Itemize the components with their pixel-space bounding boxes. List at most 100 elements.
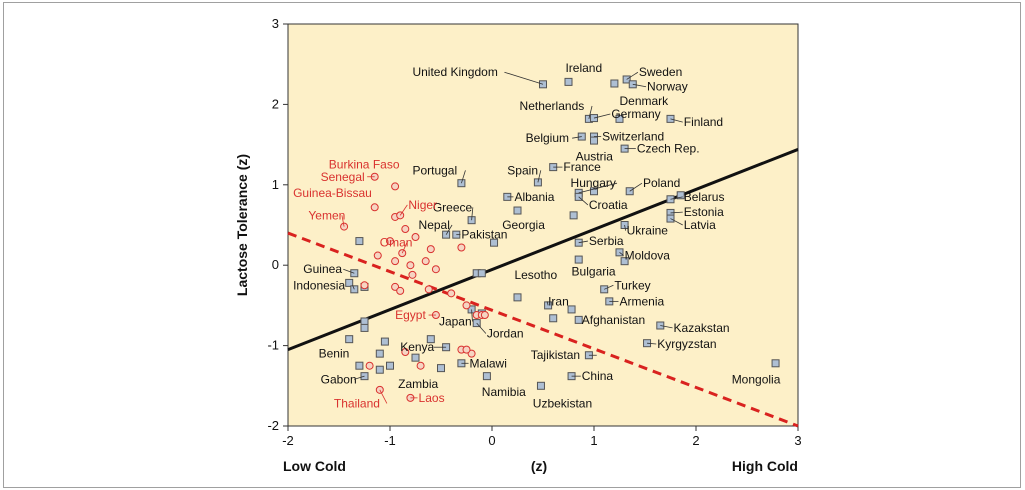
- point-label: Kyrgyzstan: [657, 337, 716, 351]
- point-label: Zambia: [398, 377, 438, 391]
- regression-line-black: [287, 148, 799, 352]
- circle-marker: [467, 349, 476, 358]
- point-label: Poland: [643, 176, 680, 190]
- circle-marker: [370, 203, 379, 212]
- circle-marker: [480, 311, 489, 320]
- square-marker: [477, 269, 486, 278]
- point-label: Gabon: [321, 372, 357, 386]
- point-label: Guinea-Bissau: [293, 186, 372, 200]
- point-label: France: [563, 160, 601, 174]
- square-marker: [564, 77, 573, 86]
- point-label: Egypt: [395, 308, 426, 322]
- point-label: Germany: [611, 107, 660, 121]
- x-axis-left-label: Low Cold: [283, 458, 346, 474]
- label-leader: [670, 218, 683, 226]
- x-tick-label: 3: [794, 433, 801, 448]
- point-label: Estonia: [684, 205, 724, 219]
- label-leader: [670, 118, 683, 123]
- point-label: Pakistan: [461, 228, 507, 242]
- circle-marker: [401, 225, 410, 234]
- square-marker: [513, 293, 522, 302]
- point-label: Ireland: [565, 61, 602, 75]
- y-tick-label: 2: [272, 96, 279, 111]
- point-label: Tajikistan: [531, 348, 580, 362]
- square-marker: [375, 349, 384, 358]
- square-marker: [615, 114, 624, 123]
- point-label: Serbia: [589, 234, 624, 248]
- square-marker: [574, 255, 583, 264]
- circle-marker: [457, 243, 466, 252]
- y-tick-label: 1: [272, 177, 279, 192]
- square-marker: [490, 238, 499, 247]
- circle-marker: [391, 257, 400, 266]
- x-tick-label: -1: [384, 433, 396, 448]
- circle-marker: [406, 261, 415, 270]
- label-leader: [578, 240, 588, 244]
- point-label: Niger: [408, 198, 437, 212]
- circle-marker: [424, 285, 433, 294]
- point-label: Nepal: [419, 218, 450, 232]
- point-label: Mongolia: [732, 372, 781, 386]
- label-leader: [588, 105, 593, 119]
- circle-marker: [401, 348, 410, 357]
- point-label: Senegal: [321, 170, 365, 184]
- label-leader: [624, 224, 627, 231]
- square-marker: [590, 187, 598, 196]
- square-marker: [355, 361, 364, 370]
- point-label: Georgia: [502, 218, 545, 232]
- point-label: Japan: [439, 314, 472, 328]
- point-label: Lesotho: [514, 268, 557, 282]
- point-label: Namibia: [482, 385, 526, 399]
- square-marker: [355, 237, 364, 246]
- point-label: Turkey: [614, 278, 650, 292]
- point-label: Latvia: [684, 218, 716, 232]
- data-labels: United Kingdom Ireland SwedenNorwayDenmark…: [293, 61, 781, 410]
- y-tick-label: 0: [272, 257, 279, 272]
- regression-lines: [287, 148, 799, 428]
- x-tick-label: 1: [590, 433, 597, 448]
- circle-marker: [462, 345, 471, 354]
- circle-marker: [447, 289, 456, 298]
- square-marker: [513, 206, 522, 215]
- square-marker: [536, 381, 545, 390]
- circle-marker: [426, 245, 435, 254]
- circle-marker: [373, 251, 382, 260]
- square-marker: [771, 359, 780, 368]
- point-label: Denmark: [620, 94, 670, 108]
- label-leader: [471, 309, 473, 322]
- point-label: Yemen: [308, 208, 345, 222]
- circle-marker: [386, 237, 394, 246]
- point-label: Burkina Faso: [329, 158, 400, 172]
- square-marker: [590, 136, 598, 145]
- point-label: Indonesia: [293, 278, 345, 292]
- square-marker: [610, 79, 619, 88]
- axis-ticks: -2 -1 0 1 2 3 -2 -1 0 1 2 3: [267, 16, 801, 448]
- circle-marker: [416, 361, 425, 370]
- point-label: Armenia: [620, 294, 665, 308]
- square-marker: [437, 364, 445, 373]
- figure-frame: [3, 2, 1021, 488]
- point-label: Iran: [548, 294, 569, 308]
- point-label: Portugal: [412, 163, 457, 177]
- point-label: Thailand: [334, 396, 380, 410]
- y-tick-label: -2: [267, 418, 279, 433]
- label-leader: [619, 252, 624, 256]
- plot-area: [287, 23, 799, 427]
- circle-marker: [391, 182, 400, 191]
- label-leader: [660, 325, 673, 329]
- regression-line-red-dashed: [287, 231, 799, 428]
- label-leader: [445, 224, 453, 235]
- x-axis-right-label: High Cold: [732, 458, 798, 474]
- label-leader: [343, 268, 355, 274]
- point-label: Laos: [419, 391, 445, 405]
- circle-marker: [408, 270, 417, 279]
- point-label: Austria: [576, 150, 614, 164]
- label-leader: [578, 196, 589, 206]
- square-marker: [411, 353, 420, 362]
- label-leader: [352, 285, 355, 290]
- point-label: Guinea: [303, 262, 342, 276]
- x-tick-label: -2: [282, 433, 294, 448]
- circle-marker: [431, 265, 440, 274]
- circle-marker: [365, 361, 374, 370]
